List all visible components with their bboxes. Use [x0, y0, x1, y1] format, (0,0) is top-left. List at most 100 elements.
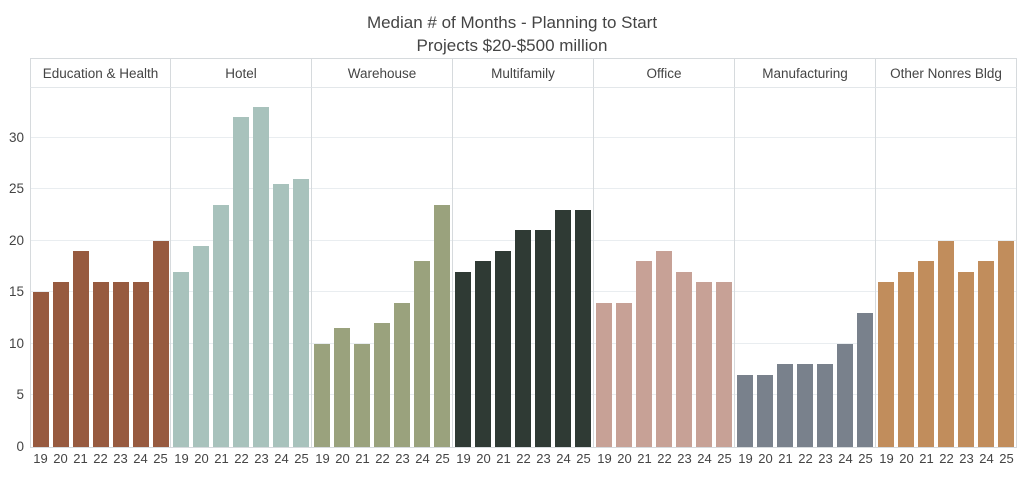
x-tick-label: 20: [476, 451, 491, 466]
bar-manufacturing-22: [797, 364, 813, 447]
x-axis-labels: 19 20 21 22 23 24 25: [312, 448, 453, 470]
facet-manufacturing: Manufacturing 19 20 21 22 23 24 25: [735, 58, 876, 470]
x-tick-label: 25: [999, 451, 1014, 466]
facet-multifamily: Multifamily 19 20 21 22 23 24 25: [453, 58, 594, 470]
gridline: [735, 239, 875, 241]
bar-office-25: [716, 282, 732, 447]
gridline: [453, 188, 593, 190]
y-tick-label: 15: [8, 284, 24, 300]
x-axis-labels: 19 20 21 22 23 24 25: [30, 448, 171, 470]
x-tick-label: 23: [395, 451, 410, 466]
x-tick-label: 21: [919, 451, 934, 466]
facet-title: Multifamily: [453, 58, 594, 88]
bar-manufacturing-24: [837, 344, 853, 447]
x-tick-label: 21: [214, 451, 229, 466]
x-tick-label: 22: [234, 451, 249, 466]
bar-office-24: [696, 282, 712, 447]
x-tick-label: 23: [536, 451, 551, 466]
bar-office-21: [636, 261, 652, 447]
bar-warehouse-22: [374, 323, 390, 447]
chart-title: Median # of Months - Planning to Start P…: [0, 11, 1024, 57]
facet-plot-area: [171, 88, 312, 448]
x-tick-label: 19: [879, 451, 894, 466]
x-tick-label: 24: [274, 451, 289, 466]
bar-manufacturing-25: [857, 313, 873, 447]
bar-hotel-24: [273, 184, 289, 447]
x-tick-label: 22: [798, 451, 813, 466]
bar-manufacturing-21: [777, 364, 793, 447]
gridline: [312, 239, 452, 241]
x-tick-label: 19: [315, 451, 330, 466]
facet-title: Other Nonres Bldg: [876, 58, 1017, 88]
x-tick-label: 19: [738, 451, 753, 466]
x-tick-label: 24: [979, 451, 994, 466]
bar-office-20: [616, 303, 632, 447]
facet-warehouse: Warehouse 19 20 21 22 23 24 25: [312, 58, 453, 470]
bar-other-nonres-bldg-24: [978, 261, 994, 447]
x-tick-label: 19: [456, 451, 471, 466]
facet-title: Manufacturing: [735, 58, 876, 88]
x-tick-label: 25: [435, 451, 450, 466]
y-axis: 0 5 10 15 20 25 30: [0, 88, 27, 454]
x-tick-label: 24: [415, 451, 430, 466]
x-tick-label: 21: [637, 451, 652, 466]
x-tick-label: 20: [899, 451, 914, 466]
y-tick-label: 20: [8, 232, 24, 248]
bar-hotel-22: [233, 117, 249, 447]
x-tick-label: 19: [597, 451, 612, 466]
bar-other-nonres-bldg-22: [938, 241, 954, 447]
x-tick-label: 22: [516, 451, 531, 466]
bar-multifamily-22: [515, 230, 531, 447]
x-tick-label: 23: [113, 451, 128, 466]
bar-hotel-19: [173, 272, 189, 447]
bar-education-health-19: [32, 292, 49, 447]
gridline: [453, 136, 593, 138]
facet-title: Education & Health: [30, 58, 171, 88]
bar-warehouse-25: [434, 205, 450, 447]
bar-multifamily-24: [555, 210, 571, 447]
bar-manufacturing-20: [757, 375, 773, 447]
x-tick-label: 25: [717, 451, 732, 466]
gridline: [876, 136, 1016, 138]
gridline: [594, 188, 734, 190]
bar-warehouse-23: [394, 303, 410, 447]
gridline: [735, 342, 875, 344]
gridline: [31, 239, 170, 241]
bar-education-health-22: [92, 282, 109, 447]
facet-hotel: Hotel 19 20 21 22 23 24 25: [171, 58, 312, 470]
x-tick-label: 23: [818, 451, 833, 466]
facet-plot-area: [594, 88, 735, 448]
bar-hotel-21: [213, 205, 229, 447]
bar-education-health-23: [112, 282, 129, 447]
bar-other-nonres-bldg-25: [998, 241, 1014, 447]
x-tick-label: 23: [959, 451, 974, 466]
facet-panels: Education & Health 19 20 21 22 23 24 25 Hotel 19 2…: [30, 58, 1017, 470]
x-tick-label: 22: [375, 451, 390, 466]
y-tick-label: 5: [16, 387, 24, 403]
gridline: [876, 188, 1016, 190]
x-tick-label: 19: [33, 451, 48, 466]
x-tick-label: 19: [174, 451, 189, 466]
x-tick-label: 24: [556, 451, 571, 466]
x-tick-label: 25: [576, 451, 591, 466]
bar-education-health-24: [132, 282, 149, 447]
facet-education-health: Education & Health 19 20 21 22 23 24 25: [30, 58, 171, 470]
bar-education-health-25: [152, 241, 169, 447]
gridline: [735, 291, 875, 293]
bar-hotel-25: [293, 179, 309, 447]
facet-plot-area: [453, 88, 594, 448]
x-tick-label: 20: [194, 451, 209, 466]
x-axis-labels: 19 20 21 22 23 24 25: [171, 448, 312, 470]
gridline: [312, 291, 452, 293]
x-tick-label: 25: [858, 451, 873, 466]
chart-title-line2: Projects $20-$500 million: [416, 36, 608, 55]
x-tick-label: 21: [778, 451, 793, 466]
facet-plot-area: [312, 88, 453, 448]
bar-warehouse-21: [354, 344, 370, 447]
y-tick-label: 10: [8, 335, 24, 351]
facet-plot-area: [876, 88, 1017, 448]
bar-other-nonres-bldg-19: [878, 282, 894, 447]
x-tick-label: 20: [758, 451, 773, 466]
facet-title: Hotel: [171, 58, 312, 88]
